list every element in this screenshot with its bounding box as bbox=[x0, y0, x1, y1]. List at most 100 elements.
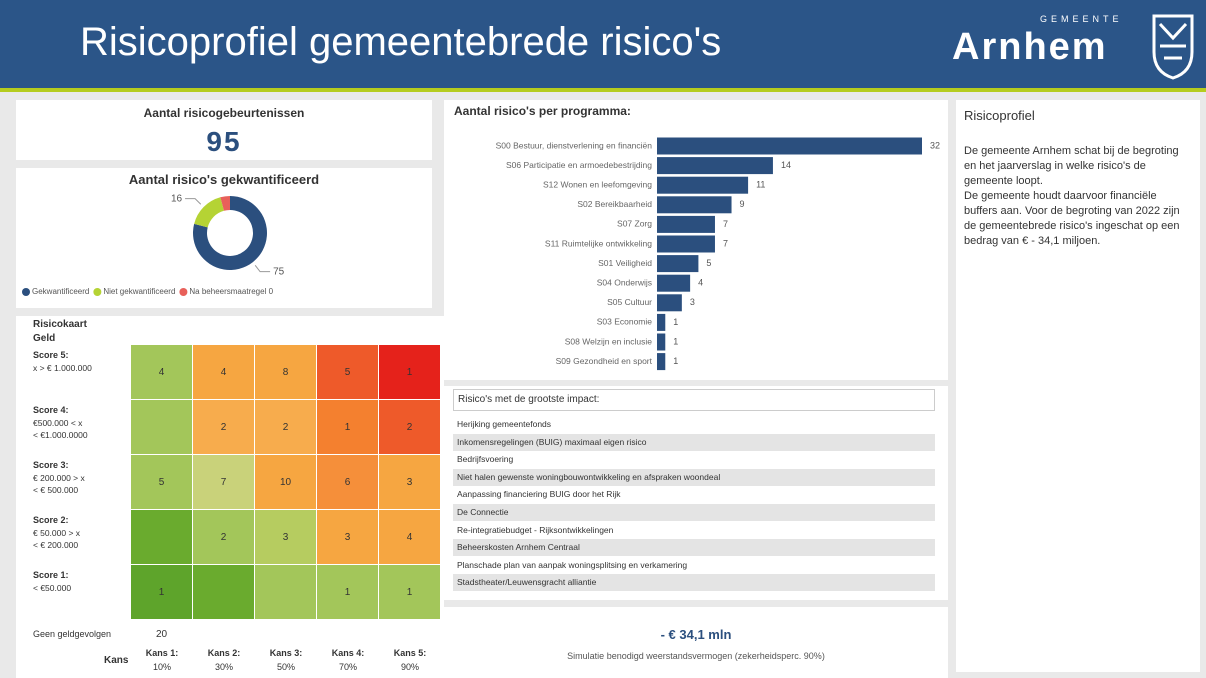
bar bbox=[657, 235, 715, 253]
bar bbox=[657, 294, 682, 312]
column-label: Kans 1: bbox=[145, 648, 179, 658]
column-pct: 30% bbox=[214, 662, 233, 672]
impact-row: Bedrijfsvoering bbox=[453, 451, 935, 469]
bar-category-label: S06 Participatie en armoedebestrijding bbox=[506, 160, 652, 170]
impact-list-header: Risico's met de grootste impact: bbox=[453, 389, 935, 411]
bar bbox=[657, 313, 666, 331]
matrix-cell bbox=[193, 565, 254, 619]
no-money-value: 20 bbox=[156, 629, 168, 640]
row-label: Score 2: bbox=[33, 515, 69, 525]
probability-axis-label: Kans bbox=[104, 655, 129, 666]
row-range: < € 500.000 bbox=[33, 485, 79, 495]
donut-panel: Aantal risico's gekwantificeerd 75 16 Gekw… bbox=[16, 168, 432, 308]
impact-row: Herijking gemeentefonds bbox=[453, 416, 935, 433]
row-label: Score 4: bbox=[33, 405, 69, 415]
bar-category-label: S08 Welzijn en inclusie bbox=[565, 336, 653, 346]
legend-dot bbox=[22, 288, 30, 296]
bar-category-label: S09 Gezondheid en sport bbox=[556, 356, 653, 366]
bar-value-label: 9 bbox=[740, 199, 745, 209]
bar-category-label: S07 Zorg bbox=[617, 219, 652, 229]
bar-chart: S00 Bestuur, dienstverlening en financië… bbox=[496, 137, 940, 371]
leader-line bbox=[254, 265, 271, 273]
shield-icon bbox=[1158, 22, 1188, 60]
row-range: < €50.000 bbox=[33, 583, 72, 593]
header-stripe bbox=[0, 88, 1206, 92]
matrix-cell: 3 bbox=[255, 510, 316, 564]
impact-row: Niet halen gewenste woningbouwontwikkeli… bbox=[453, 468, 935, 486]
bar-value-label: 5 bbox=[706, 258, 711, 268]
bar bbox=[657, 333, 666, 351]
matrix-cell: 1 bbox=[379, 345, 440, 399]
column-pct: 70% bbox=[338, 662, 357, 672]
donut-chart: 75 16 Gekwantificeerd Niet gekwantificeerd N… bbox=[22, 193, 285, 296]
impact-list-panel: Risico's met de grootste impact: Herijki… bbox=[444, 386, 948, 600]
row-label: Score 3: bbox=[33, 460, 69, 470]
shield bbox=[1152, 14, 1194, 80]
matrix-cell: 6 bbox=[317, 455, 378, 509]
legend-dot bbox=[179, 288, 188, 296]
profile-paragraph: De gemeente houdt daarvoor financiële bu… bbox=[964, 190, 1180, 247]
capacity-panel: - € 34,1 mln Simulatie benodigd weerstan… bbox=[444, 607, 948, 678]
matrix-cell: 5 bbox=[131, 455, 192, 509]
logo-shield bbox=[1152, 14, 1194, 80]
donut-label: 75 bbox=[273, 266, 285, 277]
matrix-cell: 1 bbox=[379, 565, 440, 619]
impact-row: Beheerskosten Arnhem Centraal bbox=[453, 539, 935, 557]
bar-title: Aantal risico's per programma: bbox=[454, 104, 631, 118]
matrix-cell: 8 bbox=[255, 345, 316, 399]
column-label: Kans 4: bbox=[331, 648, 365, 658]
donut-title: Aantal risico's gekwantificeerd bbox=[128, 172, 320, 187]
bar-value-label: 1 bbox=[673, 356, 678, 366]
bar bbox=[657, 176, 749, 194]
row-range: x > € 1.000.000 bbox=[33, 363, 92, 373]
bar-category-label: S04 Onderwijs bbox=[597, 277, 652, 287]
row-label: Score 5: bbox=[33, 350, 69, 360]
bar bbox=[657, 274, 691, 292]
matrix-title: Risicokaart bbox=[33, 319, 87, 330]
bar-category-label: S00 Bestuur, dienstverlening en financië… bbox=[496, 140, 653, 150]
row-range: < €1.000.0000 bbox=[33, 430, 88, 440]
matrix-cell: 4 bbox=[131, 345, 192, 399]
legend-label: Niet gekwantificeerd bbox=[103, 287, 175, 296]
matrix-cell: 3 bbox=[379, 455, 440, 509]
matrix-cell bbox=[131, 400, 192, 454]
column-pct: 10% bbox=[152, 662, 171, 672]
donut-slice bbox=[193, 196, 267, 270]
matrix-cell: 1 bbox=[317, 565, 378, 619]
matrix-cell: 2 bbox=[193, 510, 254, 564]
bar-category-label: S02 Bereikbaarheid bbox=[577, 199, 652, 209]
header bbox=[0, 0, 1206, 88]
bar-category-label: S12 Wonen en leefomgeving bbox=[543, 179, 652, 189]
bar-value-label: 7 bbox=[723, 238, 728, 248]
matrix-cell: 10 bbox=[255, 455, 316, 509]
matrix-cell: 5 bbox=[317, 345, 378, 399]
bar-value-label: 1 bbox=[673, 336, 678, 346]
profile-paragraph: De gemeente Arnhem schat bij de begrotin… bbox=[964, 145, 1179, 187]
bar-value-label: 3 bbox=[690, 297, 695, 307]
profile-panel: Risicoprofiel De gemeente Arnhem schat b… bbox=[956, 100, 1200, 672]
matrix-cell: 4 bbox=[379, 510, 440, 564]
legend-label: Gekwantificeerd bbox=[32, 287, 89, 296]
bar-category-label: S05 Cultuur bbox=[607, 297, 652, 307]
column-pct: 50% bbox=[276, 662, 295, 672]
risk-matrix-panel: Risicokaart Geld Geen geldgevolgen 20 Ka… bbox=[16, 316, 444, 678]
impact-row: Aanpassing financiering BUIG door het Ri… bbox=[453, 486, 935, 504]
row-label: Score 1: bbox=[33, 570, 69, 580]
kpi-events-panel: Aantal risicogebeurtenissen 95 bbox=[16, 100, 432, 160]
bar-value-label: 4 bbox=[698, 278, 703, 288]
bar-panel: Aantal risico's per programma: S00 Bestu… bbox=[444, 100, 948, 380]
bar-category-label: S03 Economie bbox=[597, 317, 653, 327]
matrix-cell bbox=[131, 510, 192, 564]
column-pct: 90% bbox=[400, 662, 419, 672]
bar-value-label: 7 bbox=[723, 219, 728, 229]
leader-line bbox=[185, 198, 202, 205]
impact-row: De Connectie bbox=[453, 504, 935, 521]
bar-value-label: 11 bbox=[756, 180, 765, 190]
column-label: Kans 3: bbox=[269, 648, 303, 658]
logo-small: GEMEENTE bbox=[1040, 14, 1123, 24]
matrix-cell: 3 bbox=[317, 510, 378, 564]
bar-value-label: 32 bbox=[930, 140, 940, 150]
impact-row: Stadstheater/Leuwensgracht alliantie bbox=[453, 574, 935, 592]
kpi-value: 95 bbox=[206, 126, 242, 157]
